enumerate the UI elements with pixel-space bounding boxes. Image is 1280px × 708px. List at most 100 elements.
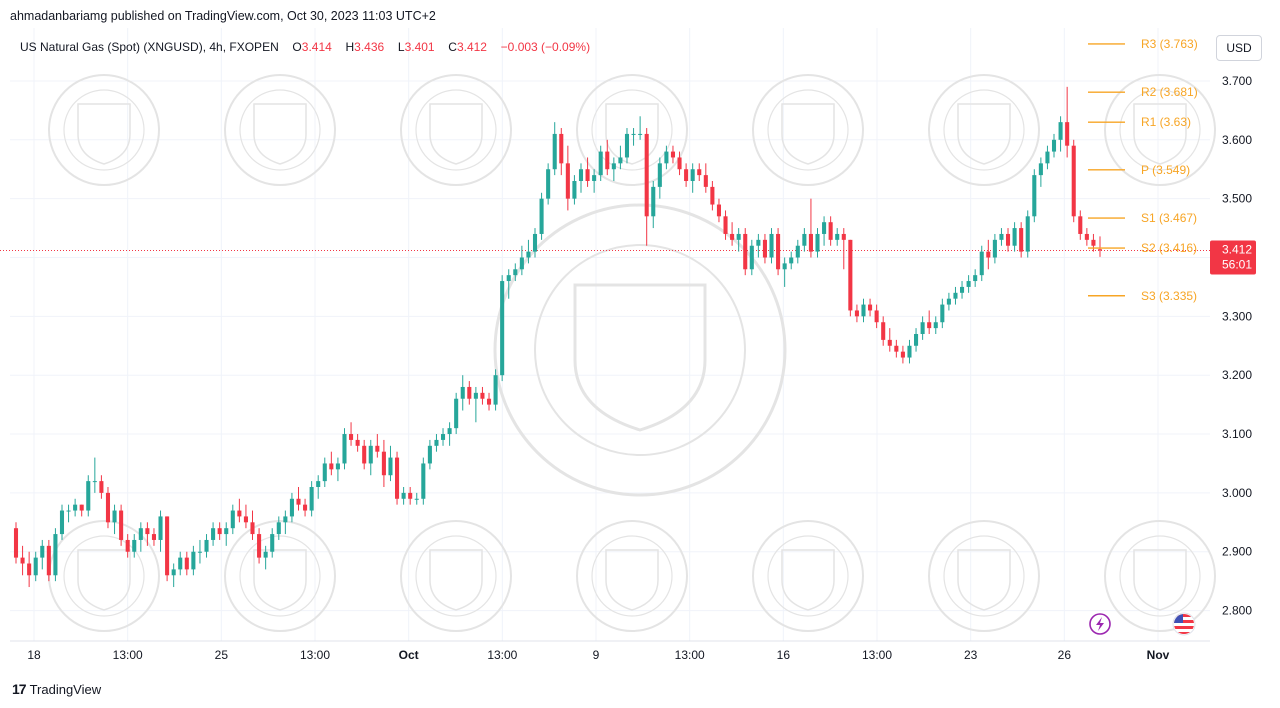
candle [322, 457, 327, 487]
time-tick-label: 13:00 [675, 648, 705, 662]
high-value: 3.436 [354, 40, 385, 54]
footer-brand[interactable]: 17 TradingView [12, 681, 101, 697]
pivot-level-s1: S1 (3.467) [1088, 211, 1197, 225]
candle [868, 298, 873, 317]
candle [237, 498, 242, 523]
candle [716, 198, 721, 223]
time-tick-label: 13:00 [300, 648, 330, 662]
currency-button[interactable]: USD [1216, 35, 1262, 61]
candle [381, 439, 386, 487]
pivot-level-r3: R3 (3.763) [1088, 37, 1198, 51]
candle [230, 504, 235, 535]
low-value: 3.401 [404, 40, 435, 54]
price-tick-label: 3.200 [1222, 368, 1252, 382]
candle [112, 504, 117, 535]
candle [887, 328, 892, 352]
candle [33, 551, 38, 582]
candle [618, 145, 623, 170]
candle [184, 551, 189, 576]
candle [1012, 222, 1017, 252]
time-tick-label: Oct [399, 648, 419, 662]
bar-countdown: 56:01 [1222, 257, 1252, 271]
candle [664, 145, 669, 170]
candle [670, 145, 676, 164]
candle [158, 510, 163, 552]
candle [1084, 228, 1089, 246]
candle [999, 228, 1004, 246]
candle [119, 504, 124, 546]
candle [1071, 139, 1076, 223]
close-value: 3.412 [456, 40, 487, 54]
candle [611, 157, 616, 181]
candle [585, 157, 590, 187]
candle [762, 233, 767, 264]
candle [559, 128, 564, 176]
candle [388, 445, 393, 482]
candle [362, 439, 367, 470]
candle [329, 451, 334, 476]
pivot-label: R3 (3.763) [1141, 37, 1198, 51]
candle [132, 534, 137, 558]
last-price-tag: 3.412 56:01 [1210, 240, 1256, 275]
candle [289, 492, 294, 523]
candle [730, 222, 735, 246]
us-flag-icon[interactable] [1172, 612, 1196, 636]
candle [401, 487, 406, 505]
candle [421, 457, 426, 505]
watermark-logo-icon [576, 520, 688, 632]
candle [631, 128, 636, 146]
candle [99, 475, 104, 499]
candle [1025, 210, 1030, 258]
candle [841, 228, 846, 270]
candle [940, 298, 945, 329]
grid [10, 28, 1210, 641]
candle [191, 545, 196, 576]
candle [309, 481, 314, 517]
candle [546, 163, 551, 205]
candle [828, 216, 833, 246]
candle [460, 375, 465, 411]
pivot-level-p: P (3.549) [1088, 163, 1190, 177]
candle [125, 534, 130, 558]
candle [822, 216, 827, 246]
price-tick-label: 3.100 [1222, 427, 1252, 441]
candle [73, 498, 78, 517]
candle [572, 175, 577, 205]
candle [966, 275, 971, 293]
candle [204, 534, 209, 558]
candle [815, 228, 820, 258]
candle [493, 369, 498, 411]
price-tick-label: 2.800 [1222, 604, 1252, 618]
candle [59, 504, 65, 540]
candle [874, 304, 879, 329]
watermark-logos [48, 74, 1216, 632]
candle [86, 475, 91, 517]
lightning-icon[interactable] [1089, 613, 1111, 635]
candle [211, 522, 216, 546]
price-axis[interactable]: 3.7003.6003.5003.4003.3003.2003.1003.000… [1222, 74, 1252, 618]
price-tick-label: 3.000 [1222, 486, 1252, 500]
candle [506, 269, 511, 299]
candle [920, 316, 925, 340]
watermark-logo-icon [576, 74, 688, 186]
candle [105, 487, 111, 529]
candle [526, 239, 531, 264]
candle [1065, 86, 1070, 158]
time-tick-label: 13:00 [113, 648, 143, 662]
candle [303, 498, 308, 517]
candle [171, 563, 176, 588]
candle [283, 510, 288, 535]
watermark-logo-icon [400, 520, 512, 632]
time-tick-label: 23 [964, 648, 978, 662]
candle [651, 181, 656, 229]
pivot-label: P (3.549) [1141, 163, 1190, 177]
candle [355, 434, 360, 452]
time-tick-label: Nov [1147, 648, 1170, 662]
candle [927, 310, 932, 334]
candle [605, 139, 610, 176]
symbol-legend[interactable]: US Natural Gas (Spot) (XNGUSD), 4h, FXOP… [20, 40, 590, 54]
candle [342, 428, 347, 470]
time-tick-label: 26 [1058, 648, 1072, 662]
time-axis[interactable]: 18 13:00 25 13:00 Oct 13:00 9 13:00 16 13:00 23 26 N… [27, 648, 1169, 662]
